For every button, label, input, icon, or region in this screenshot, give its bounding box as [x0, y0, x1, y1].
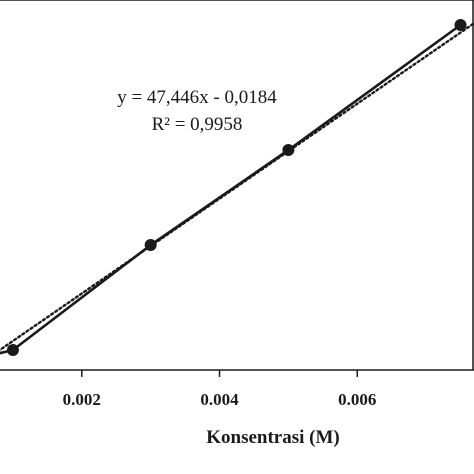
data-point: [144, 239, 157, 251]
series-line: [0, 23, 462, 355]
trendline: [0, 21, 474, 352]
x-axis-title: Konsentrasi (M): [206, 427, 340, 448]
data-point: [282, 144, 295, 156]
data-point: [6, 344, 19, 356]
trendline-equation: y = 47,446x - 0,0184: [117, 87, 277, 108]
r-squared-label: R² = 0,9958: [152, 114, 243, 135]
trendline-dotted: [0, 21, 474, 352]
data-point: [454, 19, 467, 31]
x-tick-label: 0.002: [63, 390, 101, 409]
x-tick-label: 0.004: [200, 390, 239, 409]
series-group: [0, 19, 467, 356]
x-tick-label: 0.006: [338, 390, 376, 409]
